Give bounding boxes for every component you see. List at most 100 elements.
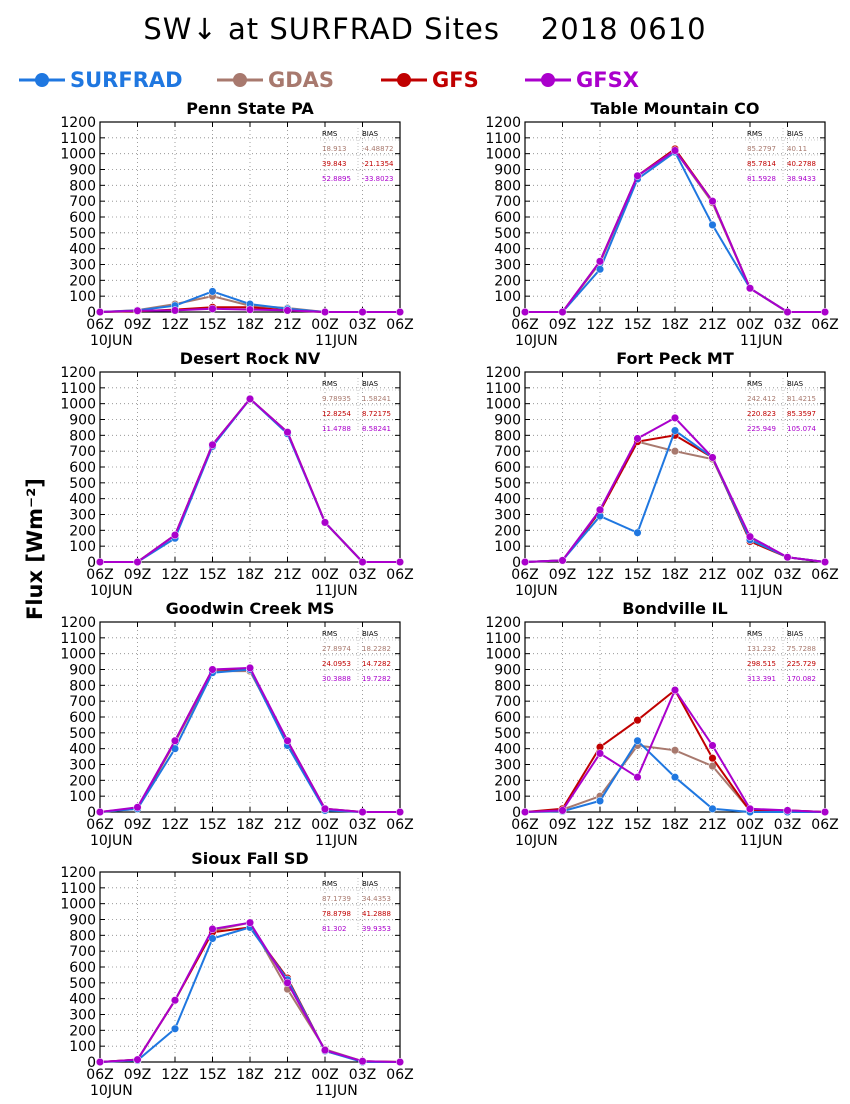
- chart-title: Goodwin Creek MS: [166, 599, 335, 618]
- data-point-gfsx: [170, 531, 180, 540]
- date-label: 11JUN: [315, 1083, 358, 1099]
- y-tick-label: 0: [87, 805, 96, 821]
- legend: SURFRAD GDAS GFS GFSX: [18, 64, 658, 98]
- data-point-gfsx: [745, 804, 755, 813]
- data-point-gfsx: [133, 557, 142, 567]
- x-tick-label: 03Z: [774, 317, 801, 333]
- y-tick-label: 300: [69, 1008, 96, 1024]
- x-tick-label: 09Z: [124, 817, 151, 833]
- y-tick-label: 900: [494, 663, 521, 679]
- data-point-surfrad: [670, 426, 680, 435]
- x-tick-label: 21Z: [699, 817, 726, 833]
- y-tick-label: 0: [87, 1055, 96, 1071]
- x-tick-label: 12Z: [586, 817, 613, 833]
- plot-area: Table Mountain CO01002003004005006007008…: [485, 99, 838, 349]
- data-point-gfsx: [783, 307, 792, 317]
- plot-area: Bondville IL 0100200300400500600700800900…: [485, 599, 838, 849]
- stats-rms-gfsx: 30.3888: [322, 675, 351, 683]
- data-point-gdas: [670, 447, 680, 456]
- data-point-gfsx: [358, 1057, 367, 1066]
- stats-table: RMS BIAS 242.412 81.4215 220.823 85.3597 225.9…: [745, 378, 825, 433]
- chart-title: Fort Peck MT: [616, 349, 734, 368]
- y-tick-label: 700: [69, 694, 96, 710]
- y-tick-label: 1200: [485, 615, 521, 631]
- stats-header-bias: BIAS: [362, 630, 379, 638]
- plot-area: Fort Peck MT 0100200300400500600700800900…: [485, 349, 838, 599]
- stats-rms-gdas: 9.78935: [322, 395, 351, 403]
- stats-rms-gfs: 220.823: [747, 410, 776, 418]
- plot-area: Desert Rock NV01002003004005006007008009…: [60, 349, 413, 599]
- stats-bias-gfs: 8.72175: [362, 410, 391, 418]
- stats-header-bias: BIAS: [362, 880, 379, 888]
- y-tick-label: 300: [494, 758, 521, 774]
- legend-dot: [397, 73, 411, 87]
- x-tick-label: 06Z: [386, 317, 413, 333]
- y-tick-label: 1100: [485, 381, 521, 397]
- legend-marker-gfs: [381, 73, 427, 87]
- stats-rms-gdas: 131.232: [747, 645, 776, 653]
- y-tick-label: 1100: [485, 131, 521, 147]
- chart-sioux-fall-sd: Sioux Fall SD 0 100 200 300 400 500 600 700 800 90…: [30, 844, 440, 1104]
- stats-rms-gfsx: 81.302: [322, 925, 347, 933]
- series-gdas: [95, 667, 405, 817]
- x-tick-label: 21Z: [274, 817, 301, 833]
- stats-rms-gfs: 24.0953: [322, 660, 351, 668]
- data-point-gfsx: [708, 741, 717, 750]
- x-tick-label: 06Z: [86, 817, 113, 833]
- legend-marker-surfrad: [19, 73, 65, 87]
- x-tick-label: 15Z: [624, 817, 651, 833]
- date-label: 10JUN: [515, 833, 558, 849]
- y-tick-label: 800: [69, 928, 96, 944]
- data-point-gfsx: [95, 557, 105, 567]
- chart-desert-rock-nv: Desert Rock NV 0 100 200 300 400 500 600 700 800 9…: [30, 344, 440, 604]
- x-tick-label: 21Z: [274, 317, 301, 333]
- stats-rms-gfs: 39.843: [322, 160, 347, 168]
- y-tick-label: 1200: [60, 615, 96, 631]
- data-point-gfsx: [783, 806, 792, 815]
- date-label: 10JUN: [90, 333, 133, 349]
- x-tick-label: 06Z: [511, 317, 538, 333]
- stats-bias-gfsx: 19.7282: [362, 675, 391, 683]
- stats-bias-gdas: 18.2282: [362, 645, 391, 653]
- y-tick-label: 700: [494, 444, 521, 460]
- data-point-surfrad: [170, 1024, 180, 1033]
- y-tick-label: 700: [494, 194, 521, 210]
- date-label: 11JUN: [315, 333, 358, 349]
- plot-area: Goodwin Creek MS 010020030040050060070080…: [60, 599, 413, 849]
- data-point-gfsx: [95, 1057, 105, 1067]
- data-point-gfsx: [633, 773, 642, 782]
- legend-label: GFSX: [576, 68, 639, 92]
- y-tick-label: 400: [69, 242, 96, 258]
- legend-dot: [35, 73, 49, 87]
- data-point-gfsx: [208, 440, 217, 449]
- y-tick-label: 1200: [60, 365, 96, 381]
- y-tick-label: 0: [512, 805, 521, 821]
- series-gdas: [520, 437, 830, 567]
- stats-rms-gdas: 27.8974: [322, 645, 351, 653]
- data-point-gfsx: [708, 197, 717, 206]
- chart-svg-sioux-fall-sd: Sioux Fall SD 010020030040050060070080090…: [60, 849, 413, 1099]
- data-point-surfrad: [208, 287, 217, 296]
- stats-bias-gfsx: -33.8023: [362, 175, 393, 183]
- x-tick-label: 15Z: [199, 567, 226, 583]
- y-tick-label: 1200: [485, 115, 521, 131]
- y-tick-label: 600: [69, 960, 96, 976]
- y-tick-label: 1000: [60, 397, 96, 413]
- stats-header-bias: BIAS: [362, 380, 379, 388]
- data-point-gfsx: [358, 807, 367, 817]
- data-point-gfsx: [745, 284, 755, 293]
- y-tick-label: 400: [69, 492, 96, 508]
- y-tick-label: 1100: [60, 631, 96, 647]
- x-tick-label: 12Z: [161, 817, 188, 833]
- x-tick-label: 12Z: [161, 567, 188, 583]
- y-tick-label: 400: [69, 742, 96, 758]
- stats-bias-gfsx: 170.082: [787, 675, 816, 683]
- x-tick-label: 03Z: [349, 1067, 376, 1083]
- stats-rms-gfsx: 11.4788: [322, 425, 351, 433]
- y-tick-label: 1000: [485, 147, 521, 163]
- chart-svg-penn-state-pa: Penn State PA 010020030040050060070080090…: [60, 99, 413, 349]
- x-tick-label: 21Z: [699, 567, 726, 583]
- data-point-gfsx: [595, 257, 605, 266]
- data-point-gfsx: [595, 505, 605, 514]
- stats-header-bias: BIAS: [787, 130, 804, 138]
